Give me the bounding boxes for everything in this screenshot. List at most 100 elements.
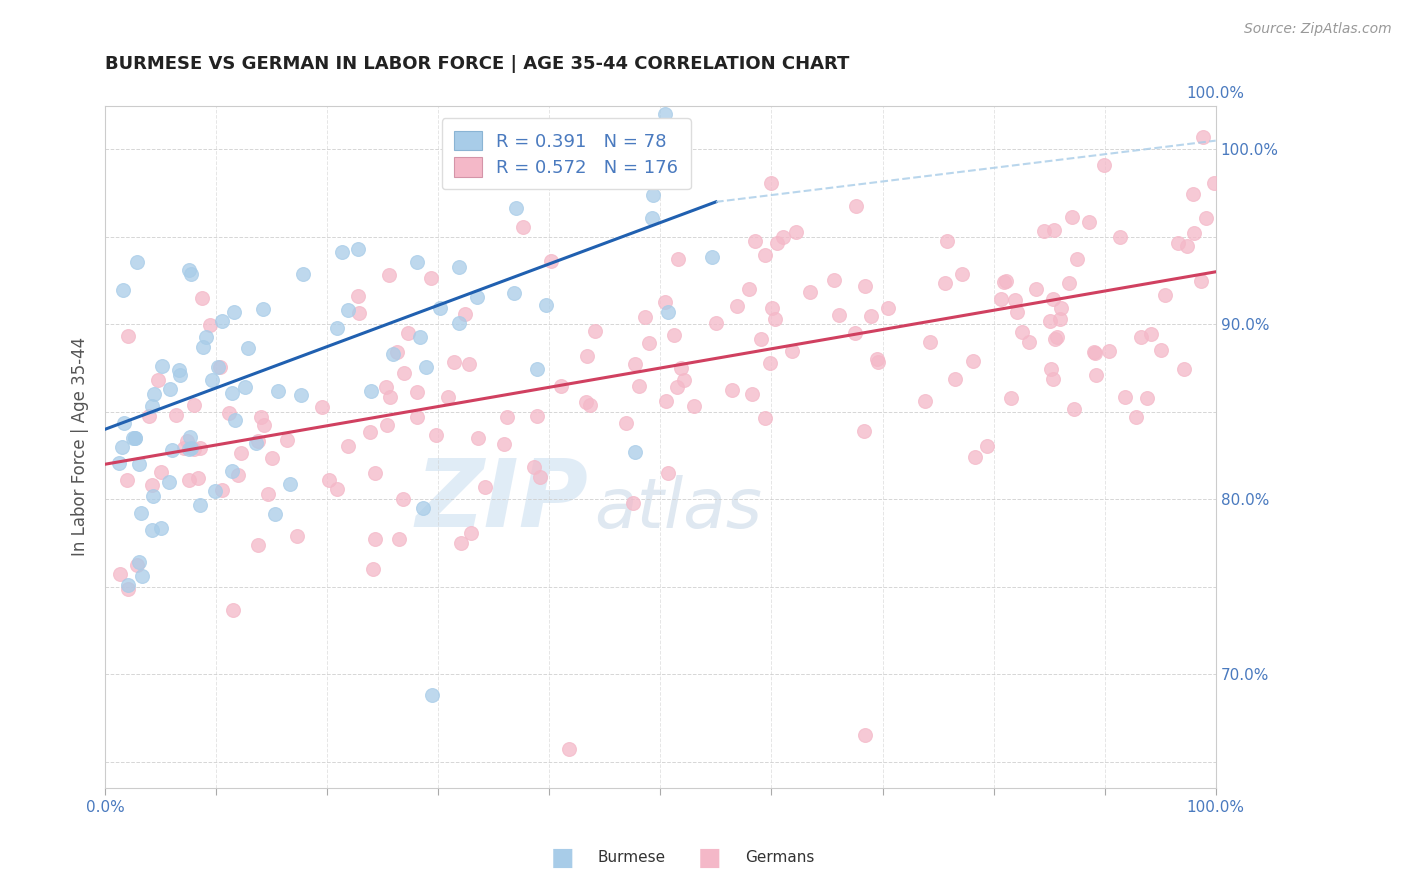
Point xyxy=(557,742,579,756)
Point xyxy=(654,107,676,121)
Point xyxy=(125,558,148,573)
Point xyxy=(347,242,370,256)
Point xyxy=(614,417,637,431)
Point xyxy=(1182,186,1205,201)
Point xyxy=(150,521,173,535)
Point xyxy=(550,379,572,393)
Point xyxy=(683,399,706,413)
Point xyxy=(540,253,562,268)
Point xyxy=(221,464,243,478)
Point xyxy=(318,473,340,487)
Point xyxy=(450,535,472,549)
Point xyxy=(406,384,429,399)
Point xyxy=(364,532,387,546)
Point xyxy=(262,450,284,465)
Point xyxy=(124,431,146,445)
Point xyxy=(1195,211,1218,225)
Point xyxy=(221,386,243,401)
Point xyxy=(1043,332,1066,346)
Point xyxy=(183,398,205,412)
Point xyxy=(666,380,689,394)
Point xyxy=(1136,391,1159,405)
Point xyxy=(853,424,876,438)
Point xyxy=(1078,215,1101,229)
Point xyxy=(1007,304,1029,318)
Point xyxy=(419,271,441,285)
Point xyxy=(673,372,696,386)
Point xyxy=(1000,391,1022,405)
Point xyxy=(380,391,402,405)
Point xyxy=(505,201,527,215)
Point xyxy=(1125,410,1147,425)
Point xyxy=(117,578,139,592)
Point xyxy=(1057,276,1080,290)
Point xyxy=(1060,210,1083,224)
Point xyxy=(128,457,150,471)
Point xyxy=(336,303,359,318)
Point xyxy=(382,347,405,361)
Point xyxy=(641,211,664,226)
Point xyxy=(766,235,789,250)
Point xyxy=(150,359,173,374)
Point xyxy=(754,247,776,261)
Point xyxy=(583,324,606,338)
Point xyxy=(650,131,672,145)
Point xyxy=(183,442,205,456)
Point xyxy=(375,380,398,394)
Text: Germans: Germans xyxy=(745,850,814,865)
Point xyxy=(180,267,202,281)
Point xyxy=(512,219,534,234)
Point xyxy=(1063,402,1085,417)
Point xyxy=(165,408,187,422)
Point xyxy=(1025,283,1047,297)
Point xyxy=(429,301,451,315)
Point xyxy=(252,301,274,316)
Point xyxy=(467,290,489,304)
Point xyxy=(1085,368,1108,382)
Point xyxy=(523,460,546,475)
Point xyxy=(578,128,600,143)
Point xyxy=(536,298,558,312)
Point xyxy=(117,329,139,343)
Point xyxy=(394,366,416,380)
Point xyxy=(1042,371,1064,385)
Point xyxy=(579,398,602,412)
Point xyxy=(1192,130,1215,145)
Point xyxy=(950,267,973,281)
Point xyxy=(634,310,657,324)
Point xyxy=(654,294,676,309)
Point xyxy=(332,245,354,260)
Point xyxy=(662,328,685,343)
Point xyxy=(1039,361,1062,376)
Point xyxy=(363,562,385,576)
Point xyxy=(963,450,986,464)
Point xyxy=(409,330,432,344)
Text: ■: ■ xyxy=(699,846,721,870)
Point xyxy=(337,439,360,453)
Point xyxy=(173,441,195,455)
Point xyxy=(702,251,724,265)
Point xyxy=(406,254,429,268)
Point xyxy=(138,409,160,423)
Point xyxy=(359,425,381,439)
Point xyxy=(482,148,505,162)
Point xyxy=(494,436,516,450)
Point xyxy=(859,309,882,323)
Point xyxy=(759,176,782,190)
Point xyxy=(1049,312,1071,326)
Point xyxy=(1139,327,1161,342)
Point xyxy=(785,225,807,239)
Point xyxy=(725,299,748,313)
Point xyxy=(191,340,214,354)
Point xyxy=(278,477,301,491)
Point xyxy=(496,409,519,424)
Point xyxy=(177,473,200,487)
Point xyxy=(378,268,401,282)
Point xyxy=(326,483,349,497)
Point xyxy=(176,434,198,448)
Point xyxy=(108,566,131,581)
Point xyxy=(127,255,149,269)
Point xyxy=(117,582,139,597)
Point xyxy=(844,326,866,340)
Point xyxy=(179,430,201,444)
